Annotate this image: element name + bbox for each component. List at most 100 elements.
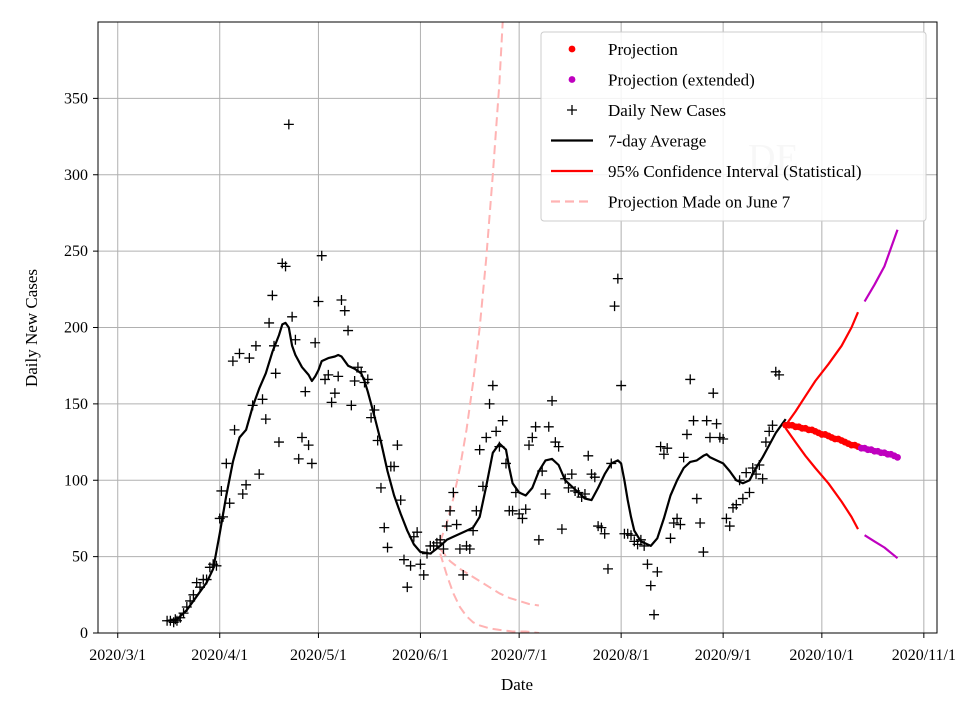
series-projection-made-on-june-7-middle xyxy=(439,548,540,607)
data-point xyxy=(718,434,729,445)
data-point xyxy=(533,534,544,545)
data-point xyxy=(678,452,689,463)
data-point xyxy=(645,580,656,591)
legend: Projection Projection (extended) Daily New… xyxy=(540,31,927,222)
data-point xyxy=(264,317,275,328)
data-point xyxy=(260,414,271,425)
data-point xyxy=(487,380,498,391)
data-point xyxy=(310,337,321,348)
data-point xyxy=(227,356,238,367)
data-point xyxy=(454,543,465,554)
data-point xyxy=(688,415,699,426)
legend-label: 7-day Average xyxy=(608,132,706,151)
data-point xyxy=(711,418,722,429)
data-point xyxy=(346,400,357,411)
data-point xyxy=(767,420,778,431)
data-point xyxy=(241,479,252,490)
data-point xyxy=(254,469,265,480)
data-point xyxy=(540,488,551,499)
y-tick-label: 50 xyxy=(72,549,88,566)
data-point xyxy=(398,554,409,565)
data-point xyxy=(375,482,386,493)
series-line-95-ci-upper-statistical xyxy=(784,311,860,426)
data-point xyxy=(313,296,324,307)
data-point xyxy=(744,487,755,498)
data-point xyxy=(547,395,558,406)
data-point xyxy=(323,369,334,380)
data-point xyxy=(616,380,627,391)
x-tick-label: 2020/7/1 xyxy=(491,647,548,664)
data-point xyxy=(524,440,535,451)
data-point xyxy=(343,325,354,336)
y-tick-label: 300 xyxy=(64,167,88,184)
data-point xyxy=(273,437,284,448)
data-point xyxy=(662,443,673,454)
series-95-ci-lower-extended xyxy=(864,534,899,560)
data-point xyxy=(520,504,531,515)
x-tick-label: 2020/9/1 xyxy=(695,647,752,664)
data-point xyxy=(306,458,317,469)
data-point xyxy=(737,493,748,504)
series-line-95-ci-lower-extended xyxy=(864,534,899,560)
data-point xyxy=(474,444,485,455)
data-point xyxy=(596,522,607,533)
data-point xyxy=(695,518,706,529)
series-projection-extended xyxy=(857,444,901,461)
series-line-projection-made-on-june-7-upper xyxy=(439,22,504,542)
data-point xyxy=(757,473,768,484)
data-point xyxy=(774,369,785,380)
legend-item: Projection Made on June 7 xyxy=(551,193,791,212)
data-point xyxy=(484,398,495,409)
data-point xyxy=(280,261,291,272)
data-point xyxy=(458,569,469,580)
x-tick-label: 2020/6/1 xyxy=(392,647,449,664)
data-point xyxy=(382,542,393,553)
data-point xyxy=(553,441,564,452)
data-point xyxy=(336,295,347,306)
data-point xyxy=(602,563,613,574)
data-point xyxy=(507,505,518,516)
data-point xyxy=(704,432,715,443)
data-point xyxy=(599,528,610,539)
data-point xyxy=(451,519,462,530)
y-axis-label: Daily New Cases xyxy=(22,269,41,387)
legend-label: Projection Made on June 7 xyxy=(608,193,791,212)
data-point xyxy=(448,487,459,498)
projection-point xyxy=(894,453,901,461)
data-point xyxy=(250,340,261,351)
data-point xyxy=(652,566,663,577)
x-axis-label: Date xyxy=(501,675,533,694)
y-tick-label: 350 xyxy=(64,90,88,107)
data-point xyxy=(626,530,637,541)
data-point xyxy=(566,469,577,480)
data-point xyxy=(445,505,456,516)
data-point xyxy=(349,375,360,386)
legend-label: Projection (extended) xyxy=(608,71,755,90)
data-point xyxy=(543,421,554,432)
x-axis: 2020/3/1 2020/4/1 2020/5/1 2020/6/1 2020/7/1… xyxy=(89,633,956,664)
y-axis: 0 50 100 150 200 250 300 350 xyxy=(64,90,98,642)
y-tick-label: 100 xyxy=(64,472,88,489)
data-point xyxy=(402,582,413,593)
y-tick-label: 250 xyxy=(64,243,88,260)
series-line-projection-made-on-june-7-lower xyxy=(439,553,540,633)
series-7-day-average xyxy=(166,321,787,622)
data-point xyxy=(764,426,775,437)
data-point xyxy=(741,467,752,478)
y-tick-label: 0 xyxy=(80,625,88,642)
data-point xyxy=(316,250,327,261)
data-point xyxy=(441,521,452,532)
data-point xyxy=(438,543,449,554)
data-point xyxy=(481,432,492,443)
data-point xyxy=(658,449,669,460)
x-tick-label: 2020/11/1 xyxy=(892,647,956,664)
data-point xyxy=(303,440,314,451)
data-point xyxy=(675,519,686,530)
data-point xyxy=(283,119,294,130)
data-point xyxy=(612,273,623,284)
data-point xyxy=(609,301,620,312)
data-point xyxy=(708,388,719,399)
legend-item: Projection xyxy=(568,40,678,59)
data-point xyxy=(392,440,403,451)
